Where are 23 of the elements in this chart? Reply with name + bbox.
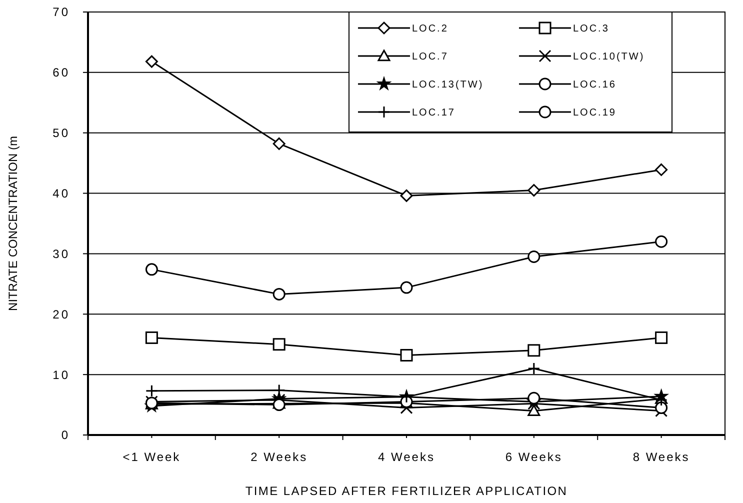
y-tick-label: 10	[52, 368, 70, 382]
y-tick-label: 50	[52, 126, 70, 140]
x-tick-label: 8 Weeks	[632, 450, 690, 464]
y-tick-label: 30	[52, 246, 70, 261]
legend-label: LOC.17	[412, 108, 456, 118]
legend-label: LOC.13(TW)	[412, 80, 484, 90]
y-tick-label: 70	[52, 5, 70, 20]
x-tick-label: <1 Week	[122, 450, 181, 464]
y-tick-label: 0	[61, 428, 70, 442]
legend-label: LOC.19	[573, 108, 616, 118]
y-tick-label: 20	[52, 307, 70, 322]
legend-label: LOC.7	[412, 52, 448, 62]
x-tick-label: 6 Weeks	[505, 450, 562, 464]
legend-label: LOC.2	[412, 24, 448, 34]
legend-label: LOC.10(TW)	[573, 52, 645, 62]
y-tick-label: 40	[52, 186, 70, 200]
legend-label: LOC.3	[573, 24, 610, 34]
y-tick-label: 60	[52, 66, 70, 80]
legend-label: LOC.16	[573, 80, 616, 90]
x-axis-title: TIME LAPSED AFTER FERTILIZER APPLICATION	[245, 484, 568, 498]
y-axis-title: NITRATE CONCENTRATION (m	[6, 136, 20, 311]
x-tick-label: 2 Weeks	[250, 450, 308, 464]
x-tick-label: 4 Weeks	[378, 450, 435, 464]
